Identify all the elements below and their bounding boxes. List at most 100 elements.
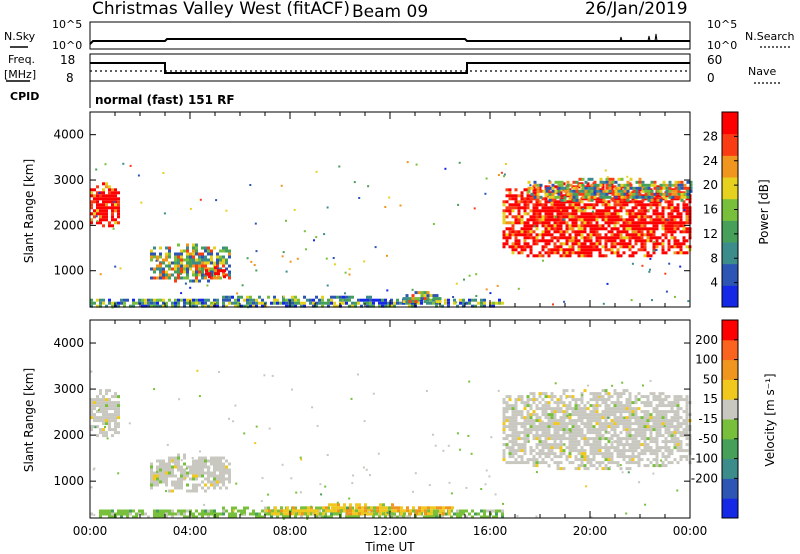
data-cell [508,440,512,444]
data-cell [574,239,578,243]
data-cell [592,224,596,228]
data-cell [577,230,581,234]
data-cell [583,203,587,207]
data-cell [628,215,632,219]
data-cell [676,239,680,243]
data-cell [574,428,578,432]
data-cell [616,248,620,252]
data-cell [234,304,237,308]
data-cell [159,276,162,280]
data-cell [153,267,156,271]
data-cell [165,246,168,250]
data-cell [213,276,216,280]
data-cell [637,203,641,207]
data-cell [613,407,617,411]
data-cell [622,242,626,246]
data-cell [685,455,689,459]
colorbar-tick-label: 15 [703,392,718,406]
data-cell [180,261,183,265]
data-cell [373,506,376,510]
data-cell [544,212,548,216]
data-cell [556,467,560,471]
data-cell [670,200,674,204]
data-cell [324,485,327,488]
data-cell [655,410,659,414]
data-cell [210,255,213,259]
data-cell [186,249,189,253]
data-cell [159,477,162,481]
data-cell [547,449,551,453]
data-cell [92,468,95,471]
data-cell [132,301,135,305]
data-cell [592,230,596,234]
data-cell [99,404,102,408]
data-cell [544,455,548,459]
data-cell [405,301,408,305]
data-cell [201,270,204,274]
data-cell [102,431,105,435]
data-cell [201,486,204,490]
data-cell [520,458,524,462]
data-cell [634,422,638,426]
data-cell [204,462,207,466]
data-cell [102,224,105,228]
data-cell [679,218,683,222]
data-cell [562,248,566,252]
data-cell [505,419,509,423]
data-cell [619,413,623,417]
data-cell [673,440,677,444]
data-cell [291,301,294,305]
data-cell [447,444,450,447]
data-cell [557,195,561,199]
data-cell [569,195,573,199]
data-cell [417,298,420,302]
data-cell [563,198,567,202]
data-cell [622,389,626,393]
data-cell [568,254,572,258]
data-cell [613,251,617,255]
data-cell [303,512,306,516]
data-cell [132,509,135,513]
data-cell [604,413,608,417]
data-cell [553,413,557,417]
data-cell [608,189,612,193]
data-cell [372,515,375,519]
data-cell [544,413,548,417]
data-cell [596,183,600,187]
data-cell [135,301,138,305]
data-cell [111,515,114,519]
data-cell [631,437,635,441]
data-cell [532,428,536,432]
data-cell [679,440,683,444]
data-cell [611,180,615,184]
data-cell [655,455,659,459]
data-cell [385,512,388,516]
data-cell [565,458,569,462]
data-cell [508,422,512,426]
data-cell [572,192,576,196]
data-cell [508,395,512,399]
data-cell [412,506,415,510]
data-cell [601,437,605,441]
data-cell [643,239,647,243]
data-cell [225,209,228,212]
data-cell [643,404,647,408]
data-cell [198,465,201,469]
data-cell [520,425,524,429]
data-cell [219,276,222,280]
data-cell [108,389,111,393]
data-cell [99,431,102,435]
data-cell [502,209,506,213]
data-cell [556,248,560,252]
data-cell [105,512,108,516]
data-cell [644,503,647,506]
data-cell [511,233,515,237]
data-cell [504,163,507,165]
data-cell [96,206,99,210]
data-cell [583,467,587,471]
data-cell [621,381,624,384]
cpid-label: CPID [10,90,39,103]
data-cell [258,301,261,305]
data-cell [538,395,542,399]
data-cell [159,474,162,478]
